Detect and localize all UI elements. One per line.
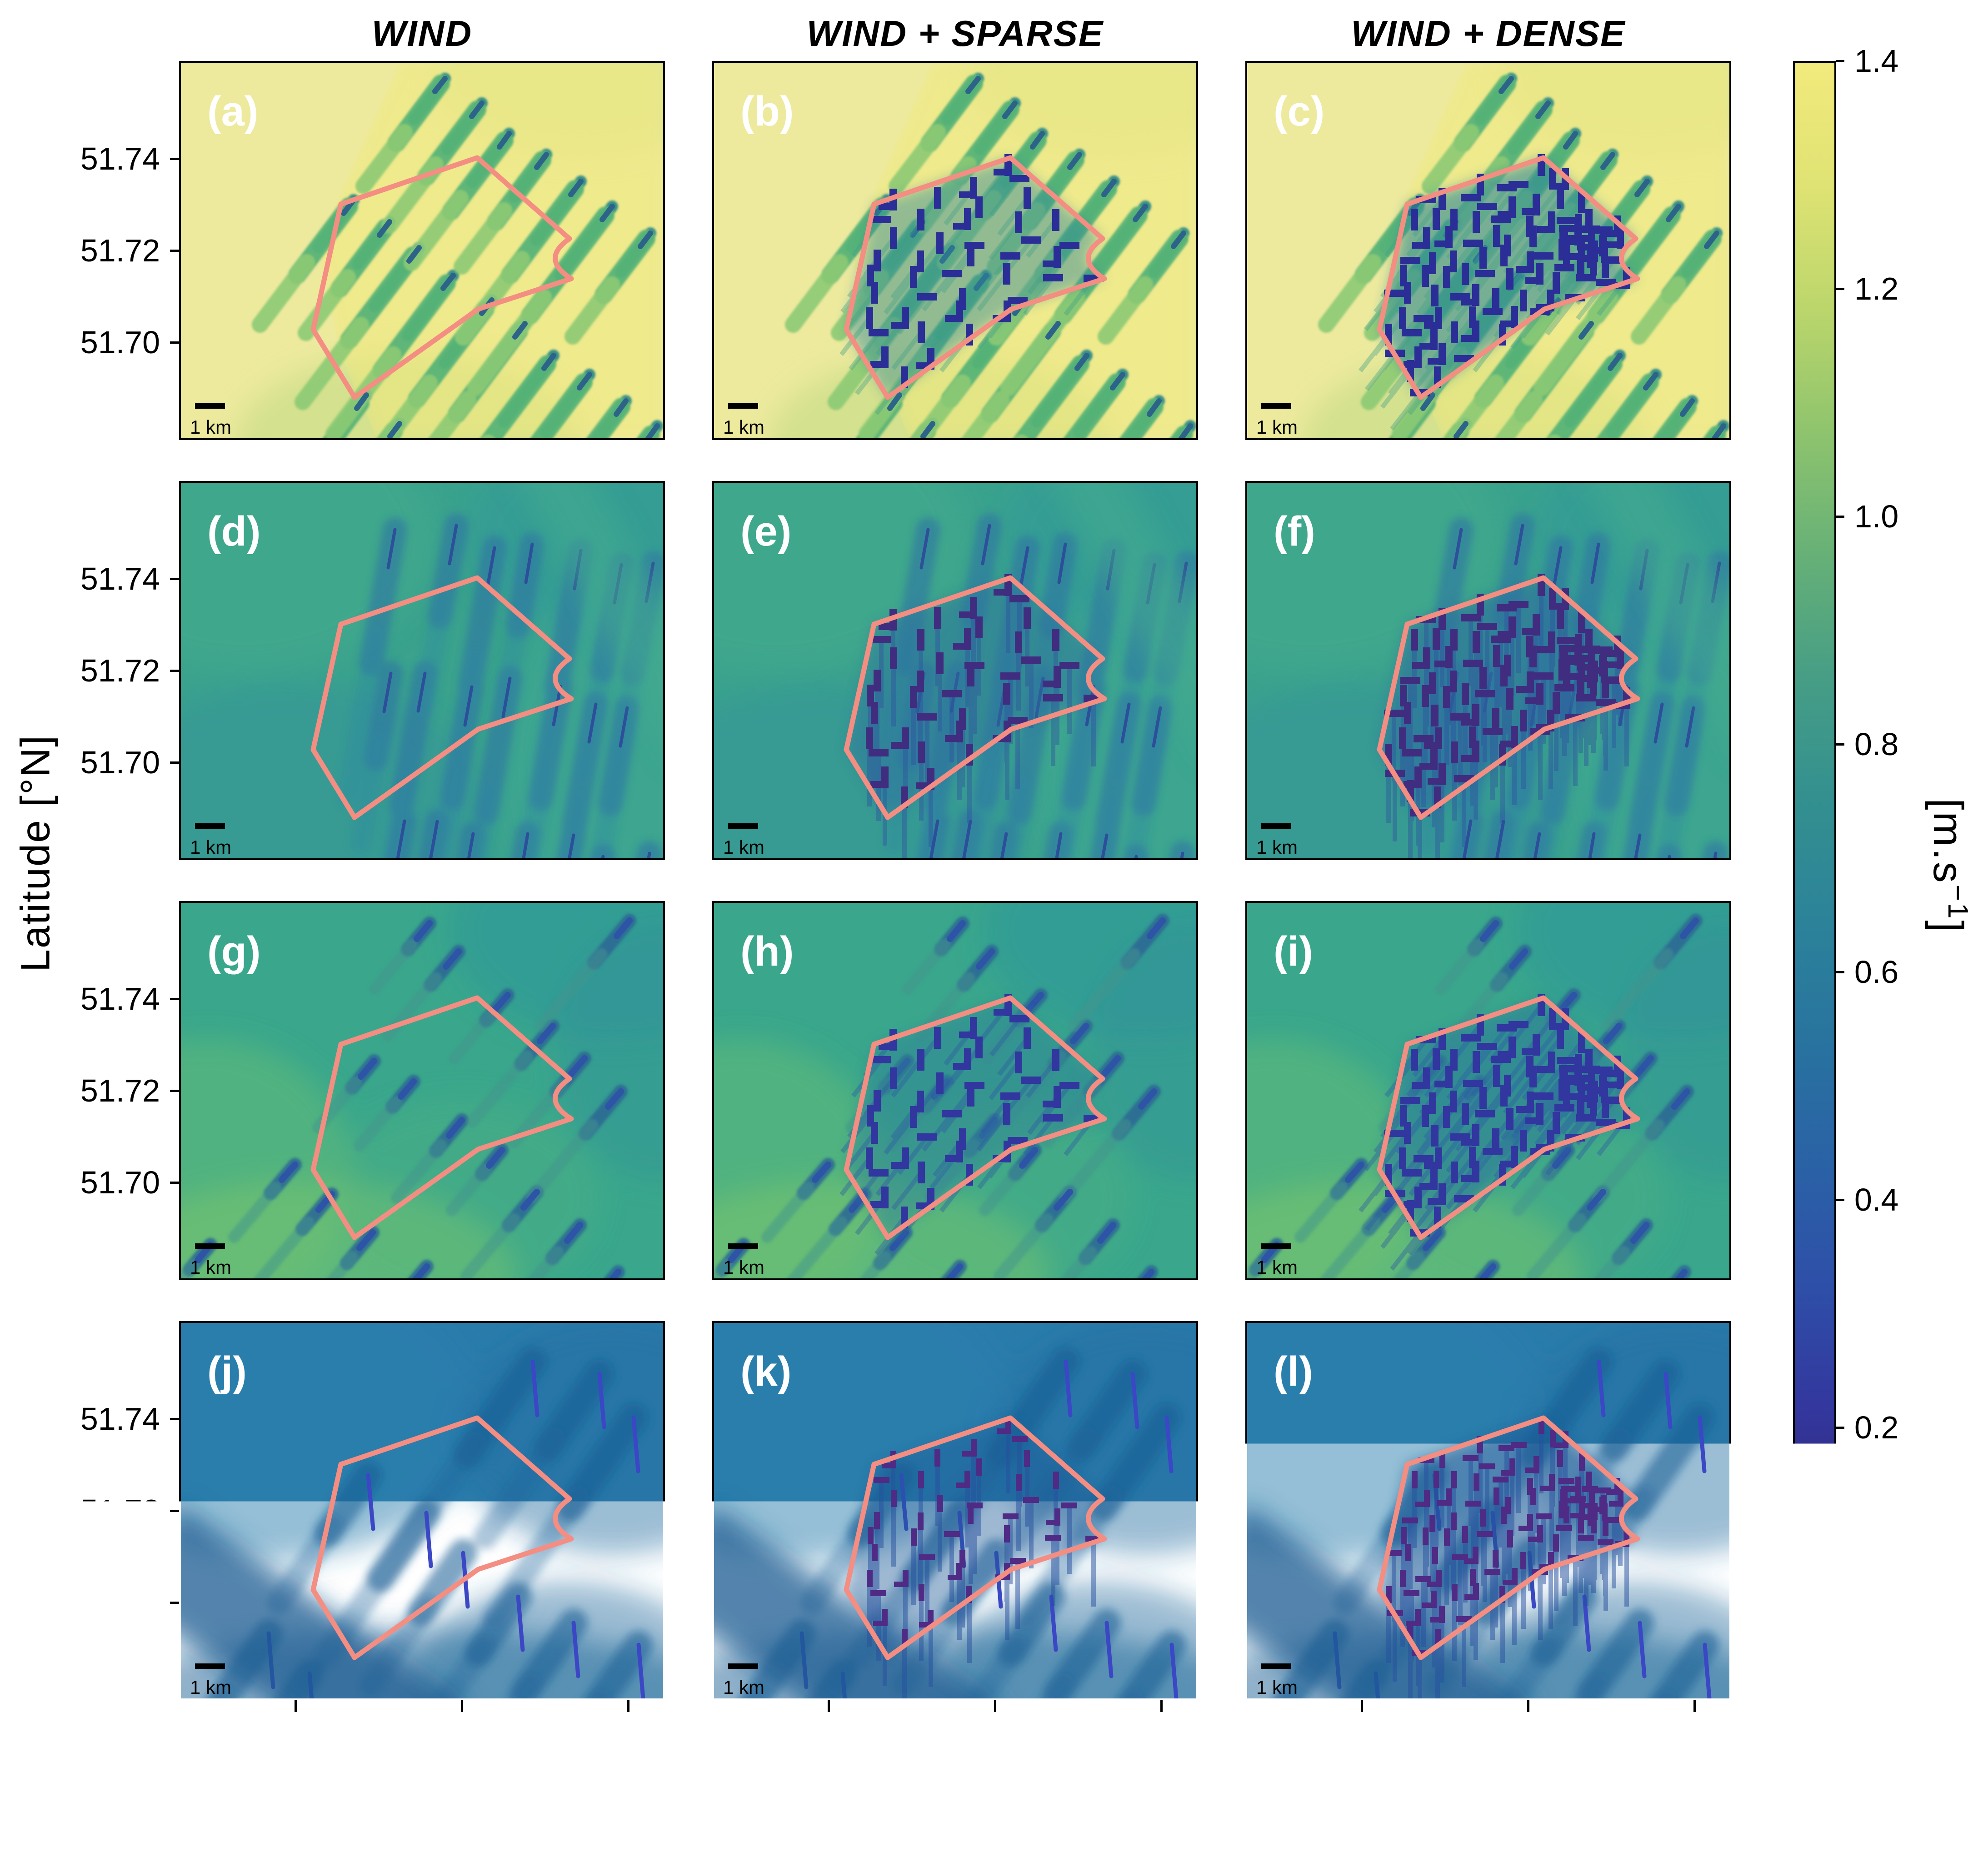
svg-text:1 km: 1 km [1256,1257,1298,1278]
svg-text:(j): (j) [207,1348,247,1395]
svg-text:1 km: 1 km [1256,836,1298,858]
svg-text:1 km: 1 km [723,1257,764,1278]
svg-text:1 km: 1 km [1256,416,1298,438]
svg-text:(e): (e) [740,508,791,555]
svg-text:(l): (l) [1274,1348,1313,1395]
svg-text:(a): (a) [207,88,258,135]
svg-text:(c): (c) [1274,88,1324,135]
svg-text:(i): (i) [1274,928,1313,975]
svg-text:(h): (h) [740,928,794,975]
svg-text:1 km: 1 km [190,416,231,438]
svg-text:(g): (g) [207,928,260,975]
svg-text:(d): (d) [207,508,260,555]
svg-text:(f): (f) [1274,508,1315,555]
svg-text:1 km: 1 km [190,836,231,858]
svg-text:1 km: 1 km [723,416,764,438]
svg-text:(b): (b) [740,88,794,135]
svg-text:1 km: 1 km [190,1677,231,1698]
svg-text:(k): (k) [740,1348,791,1395]
svg-text:1 km: 1 km [190,1257,231,1278]
svg-text:1 km: 1 km [723,1677,764,1698]
svg-text:1 km: 1 km [723,836,764,858]
svg-text:1 km: 1 km [1256,1677,1298,1698]
